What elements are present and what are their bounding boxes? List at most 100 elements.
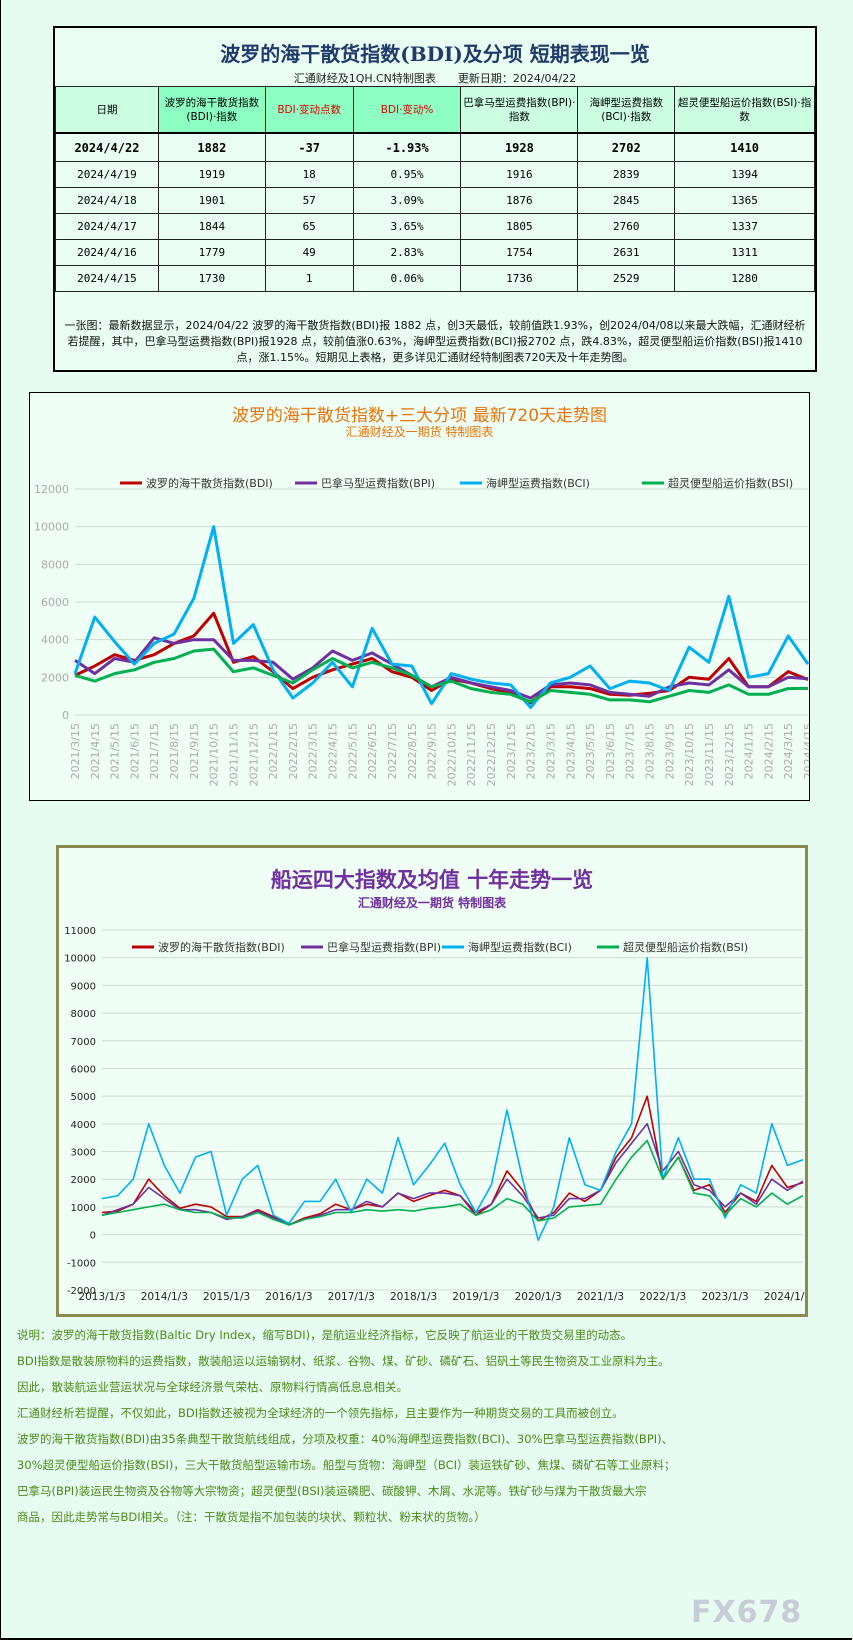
- y-tick-label: 12000: [34, 483, 69, 496]
- x-tick-label: 2024/4/15: [802, 723, 809, 779]
- x-tick-label: 2023/11/15: [703, 723, 716, 786]
- table-cell: 2.83%: [352, 239, 462, 266]
- x-tick-label: 2023/3/15: [544, 723, 557, 779]
- x-tick-label: 2022/9/15: [426, 723, 439, 779]
- y-tick-label: 6000: [41, 596, 69, 609]
- table-cell: 3.65%: [352, 213, 462, 240]
- x-tick-label: 2023/1/3: [702, 1291, 749, 1303]
- chart2-subtitle: 汇通财经及一期货 特制图表: [357, 896, 507, 910]
- x-tick-label: 2022/3/15: [307, 723, 320, 779]
- x-tick-label: 2023/10/15: [683, 723, 696, 786]
- y-tick-label: 6000: [71, 1064, 96, 1075]
- table-cell: 2024/4/22: [55, 132, 159, 162]
- table-cell: 2839: [577, 161, 676, 188]
- x-tick-label: 2021/5/15: [109, 723, 122, 779]
- x-tick-label: 2022/6/15: [366, 723, 379, 779]
- table-cell: 1730: [157, 265, 266, 292]
- x-tick-label: 2021/4/15: [89, 723, 102, 779]
- table-cell: -1.93%: [352, 132, 462, 162]
- table-row: 2024/4/16 1779 49 2.83% 1754 2631 1311: [55, 239, 815, 266]
- x-tick-label: 2023/4/15: [564, 723, 577, 779]
- y-tick-label: 4000: [41, 634, 69, 647]
- y-tick-label: -1000: [67, 1258, 96, 1269]
- y-tick-label: 5000: [71, 1092, 96, 1103]
- x-tick-label: 2014/1/3: [141, 1291, 188, 1303]
- x-tick-label: 2022/1/3: [639, 1291, 686, 1303]
- table-cell: 1928: [460, 132, 579, 162]
- chart-720-day: 波罗的海干散货指数+三大分项 最新720天走势图 汇通财经及一期货 特制图表 0…: [29, 392, 810, 801]
- table-header-row: 日期 波罗的海干散货指数(BDI)·指数 BDI·变动点数 BDI·变动% 巴拿…: [55, 86, 815, 134]
- table-cell: -37: [264, 132, 354, 162]
- y-tick-label: 0: [62, 709, 69, 722]
- table-cell: 2024/4/17: [55, 213, 159, 240]
- table-row: 2024/4/17 1844 65 3.65% 1805 2760 1337: [55, 213, 815, 240]
- table-cell: 57: [264, 187, 354, 214]
- x-tick-label: 2022/7/15: [386, 723, 399, 779]
- y-tick-label: 9000: [71, 981, 96, 992]
- x-tick-label: 2017/1/3: [328, 1291, 375, 1303]
- table-cell: 1: [264, 265, 354, 292]
- header-bdi-change-points: BDI·变动点数: [264, 86, 354, 134]
- x-tick-label: 2022/11/15: [465, 723, 478, 786]
- table-row: 2024/4/22 1882 -37 -1.93% 1928 2702 1410: [55, 132, 815, 162]
- x-tick-label: 2023/8/15: [644, 723, 657, 779]
- table-cell: 1805: [460, 213, 579, 240]
- y-tick-label: 8000: [71, 1009, 96, 1020]
- y-tick-label: 2000: [41, 671, 69, 684]
- fx678-watermark: FX678: [691, 1595, 803, 1630]
- table-cell: 1901: [157, 187, 266, 214]
- y-tick-label: 8000: [41, 558, 69, 571]
- x-tick-label: 2016/1/3: [265, 1291, 312, 1303]
- note-line: 30%超灵便型船运价指数(BSI)，三大干散货船型运输市场。船型与货物：海岬型（…: [17, 1458, 676, 1472]
- table-cell: 2024/4/18: [55, 187, 159, 214]
- table-cell: 18: [264, 161, 354, 188]
- y-tick-label: 10000: [64, 954, 96, 965]
- note-line: 说明：波罗的海干散货指数(Baltic Dry Index，缩写BDI)，是航运…: [17, 1328, 633, 1342]
- note-line: 商品，因此走势常与BDI相关。（注：干散货是指不加包装的块状、颗粒状、粉末状的货…: [17, 1510, 486, 1524]
- x-tick-label: 2023/1/15: [505, 723, 518, 779]
- y-tick-label: 0: [90, 1231, 96, 1242]
- x-tick-label: 2023/5/15: [584, 723, 597, 779]
- table-cell: 1394: [674, 161, 815, 188]
- table-cell: 1779: [157, 239, 266, 266]
- table-cell: 49: [264, 239, 354, 266]
- table-row: 2024/4/15 1730 1 0.06% 1736 2529 1280: [55, 265, 815, 292]
- table-cell: 2702: [577, 132, 676, 162]
- table-row: 2024/4/19 1919 18 0.95% 1916 2839 1394: [55, 161, 815, 188]
- x-tick-label: 2024/3/15: [782, 723, 795, 779]
- table-cell: 1919: [157, 161, 266, 188]
- x-tick-label: 2023/7/15: [624, 723, 637, 779]
- series-line-bsi: [101, 1139, 804, 1226]
- x-tick-label: 2013/1/3: [78, 1291, 125, 1303]
- header-bdi-change-pct: BDI·变动%: [352, 86, 462, 134]
- chart1-subtitle: 汇通财经及一期货 特制图表: [345, 425, 494, 439]
- table-cell: 2529: [577, 265, 676, 292]
- legend-label: 海岬型运费指数(BCI): [486, 476, 590, 490]
- x-tick-label: 2023/9/15: [663, 723, 676, 779]
- x-tick-label: 2021/6/15: [128, 723, 141, 779]
- x-tick-label: 2021/3/15: [69, 723, 82, 779]
- table-cell: 1844: [157, 213, 266, 240]
- table-cell: 1311: [674, 239, 815, 266]
- table-cell: 2024/4/15: [55, 265, 159, 292]
- x-tick-label: 2024/2/15: [762, 723, 775, 779]
- x-tick-label: 2023/12/15: [723, 723, 736, 786]
- header-bsi: 超灵便型船运价指数(BSI)·指数: [674, 86, 815, 134]
- x-tick-label: 2024/1/15: [743, 723, 756, 779]
- legend-label: 海岬型运费指数(BCI): [468, 940, 572, 954]
- chart1-plot: 0 2000 4000 6000 8000 10000 12000 波罗的海干散货指数(BDI…: [34, 476, 809, 786]
- x-tick-label: 2015/1/3: [203, 1291, 250, 1303]
- table-summary: 一张图：最新数据显示，2024/04/22 波罗的海干散货指数(BDI)报 18…: [64, 319, 806, 364]
- y-tick-label: 7000: [71, 1037, 96, 1048]
- table-subtitle: 汇通财经及1QH.CN特制图表 更新日期：2024/04/22: [293, 72, 577, 85]
- note-line: 汇通财经析若提醒，不仅如此，BDI指数还被视为全球经济的一个领先指标，且主要作为…: [17, 1406, 624, 1420]
- table-cell: 2631: [577, 239, 676, 266]
- table-cell: 1754: [460, 239, 579, 266]
- note-line: 因此，散装航运业营运状况与全球经济景气荣枯、原物料行情高低息息相关。: [17, 1380, 408, 1394]
- series-line-bci: [101, 956, 804, 1242]
- x-tick-label: 2024/1/3: [764, 1291, 805, 1303]
- table-row: 2024/4/18 1901 57 3.09% 1876 2845 1365: [55, 187, 815, 214]
- table-cell: 1882: [157, 132, 266, 162]
- legend-label: 巴拿马型运费指数(BPI): [321, 476, 435, 490]
- x-tick-label: 2023/6/15: [604, 723, 617, 779]
